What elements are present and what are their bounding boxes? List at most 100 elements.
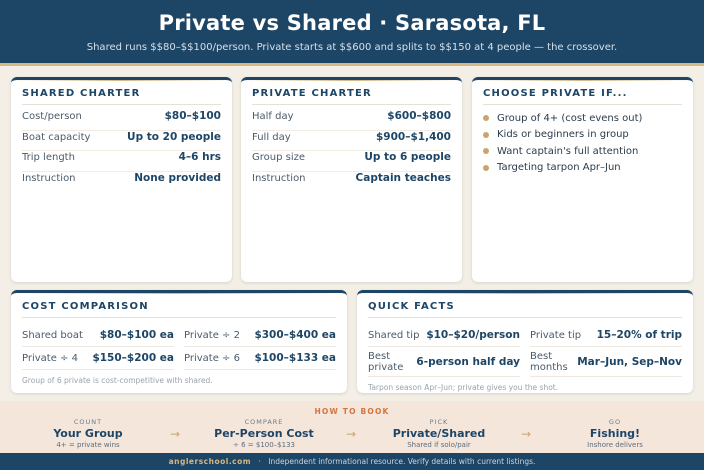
fact-cell: Best months Mar–Jun, Sep–Nov bbox=[530, 347, 682, 377]
card-title: PRIVATE CHARTER bbox=[252, 80, 451, 105]
step-note: 4+ = private wins bbox=[56, 441, 120, 449]
facts-note: Tarpon season Apr–Jun; private gives you… bbox=[368, 383, 559, 392]
cost-cell: Private ÷ 6 $100–$133 ea bbox=[184, 347, 336, 370]
cost-cell: Private ÷ 4 $150–$200 ea bbox=[22, 347, 174, 370]
cell-label: Private tip bbox=[530, 329, 582, 341]
row-label: Cost/person bbox=[22, 111, 82, 122]
cell-value: 15–20% of trip bbox=[596, 329, 682, 341]
info-row: Cost/person $80–$100 bbox=[22, 110, 221, 131]
step-compare: COMPARE Per-Person Cost ÷ 6 = $100–$133 bbox=[194, 418, 334, 449]
cost-comparison-card: COST COMPARISON Shared boat $80–$100 ea P… bbox=[11, 290, 347, 393]
step-label: Per-Person Cost bbox=[214, 427, 314, 440]
how-to-book-strip: HOW TO BOOK COUNT Your Group 4+ = privat… bbox=[0, 401, 704, 453]
cell-label: Best private bbox=[368, 350, 404, 373]
cell-value: 6-person half day bbox=[416, 355, 520, 368]
row-label: Instruction bbox=[252, 172, 306, 184]
step-caption: PICK bbox=[429, 418, 449, 426]
fact-cell: Shared tip $10–$20/person bbox=[368, 324, 520, 347]
cell-value: Mar–Jun, Sep–Nov bbox=[577, 355, 682, 368]
list-item-text: Want captain's full attention bbox=[497, 145, 639, 157]
quick-facts-card: QUICK FACTS Shared tip $10–$20/person Pri… bbox=[357, 290, 693, 393]
row-label: Instruction bbox=[22, 172, 76, 184]
step-note: ÷ 6 = $100–$133 bbox=[233, 441, 295, 449]
list-item-text: Kids or beginners in group bbox=[497, 129, 629, 141]
step-label: Private/Shared bbox=[392, 427, 486, 440]
cell-label: Private ÷ 2 bbox=[184, 329, 240, 341]
info-row: Group size Up to 6 people bbox=[252, 151, 451, 172]
row-label: Group size bbox=[252, 152, 306, 163]
cell-label: Private ÷ 4 bbox=[22, 352, 78, 364]
arrow-right-icon: → bbox=[346, 427, 357, 441]
info-row: Boat capacity Up to 20 people bbox=[22, 130, 221, 151]
cell-value: $150–$200 ea bbox=[92, 352, 174, 364]
list-item: Group of 4+ (cost evens out) bbox=[483, 110, 682, 127]
row-value: $900–$1,400 bbox=[376, 130, 451, 143]
cost-cell: Shared boat $80–$100 ea bbox=[22, 324, 174, 347]
row-value: Captain teaches bbox=[355, 171, 451, 184]
bullet-icon bbox=[483, 131, 489, 138]
list-item-text: Group of 4+ (cost evens out) bbox=[497, 112, 643, 124]
info-row: Full day $900–$1,400 bbox=[252, 130, 451, 151]
bullet-icon bbox=[483, 115, 489, 122]
list-item: Want captain's full attention bbox=[483, 143, 682, 160]
step-caption: COMPARE bbox=[244, 418, 284, 426]
cell-value: $300–$400 ea bbox=[254, 329, 336, 341]
card-title: QUICK FACTS bbox=[368, 293, 682, 318]
row-value: None provided bbox=[134, 171, 221, 184]
footer-separator: · bbox=[258, 457, 261, 466]
step-go: GO Fishing! Inshore delivers bbox=[545, 418, 685, 449]
card-title: CHOOSE PRIVATE IF... bbox=[483, 80, 682, 105]
cell-label: Shared tip bbox=[368, 329, 420, 341]
row-value: 4–6 hrs bbox=[178, 151, 221, 163]
page-footer: anglerschool.com · Independent informati… bbox=[0, 453, 704, 470]
info-row: Half day $600–$800 bbox=[252, 110, 451, 131]
row-label: Boat capacity bbox=[22, 131, 91, 143]
page-subtitle: Shared runs $$80–$$100/person. Private s… bbox=[86, 42, 618, 53]
row-label: Half day bbox=[252, 111, 294, 122]
row-value: $80–$100 bbox=[164, 110, 221, 122]
step-label: Fishing! bbox=[589, 427, 641, 440]
row-label: Trip length bbox=[22, 152, 75, 163]
cell-label: Private ÷ 6 bbox=[184, 352, 240, 364]
cell-value: $80–$100 ea bbox=[99, 329, 174, 341]
row-label: Full day bbox=[252, 131, 291, 143]
info-row: Trip length 4–6 hrs bbox=[22, 151, 221, 172]
choose-private-card: CHOOSE PRIVATE IF... Group of 4+ (cost e… bbox=[472, 77, 693, 282]
info-row: Instruction Captain teaches bbox=[252, 172, 451, 193]
footer-brand-link[interactable]: anglerschool.com bbox=[168, 457, 252, 466]
row-value: Up to 6 people bbox=[364, 151, 451, 163]
step-caption: COUNT bbox=[73, 418, 103, 426]
step-pick: PICK Private/Shared Shared if solo/pair bbox=[369, 418, 509, 449]
list-item: Kids or beginners in group bbox=[483, 127, 682, 144]
card-title: COST COMPARISON bbox=[22, 293, 336, 318]
row-value: $600–$800 bbox=[387, 110, 451, 122]
row-value: Up to 20 people bbox=[127, 130, 221, 143]
arrow-right-icon: → bbox=[521, 427, 532, 441]
private-charter-card: PRIVATE CHARTER Half day $600–$800 Full d… bbox=[241, 77, 462, 282]
cell-label: Best months bbox=[530, 350, 568, 373]
shared-charter-card: SHARED CHARTER Cost/person $80–$100 Boat … bbox=[11, 77, 232, 282]
bullet-icon bbox=[483, 148, 489, 155]
arrow-right-icon: → bbox=[170, 427, 181, 441]
step-note: Shared if solo/pair bbox=[407, 441, 471, 449]
cell-label: Shared boat bbox=[22, 329, 83, 341]
list-item-text: Targeting tarpon Apr–Jun bbox=[497, 162, 621, 174]
step-caption: GO bbox=[608, 418, 622, 426]
bullet-icon bbox=[483, 164, 489, 171]
how-to-book-title: HOW TO BOOK bbox=[314, 407, 390, 416]
fact-cell: Private tip 15–20% of trip bbox=[530, 324, 682, 347]
step-count: COUNT Your Group 4+ = private wins bbox=[18, 418, 158, 449]
list-item: Targeting tarpon Apr–Jun bbox=[483, 160, 682, 177]
cost-note: Group of 6 private is cost-competitive w… bbox=[22, 376, 213, 385]
cell-value: $100–$133 ea bbox=[254, 352, 336, 364]
cell-value: $10–$20/person bbox=[426, 329, 520, 341]
step-label: Your Group bbox=[53, 427, 123, 440]
info-row: Instruction None provided bbox=[22, 172, 221, 193]
footer-disclaimer: Independent informational resource. Veri… bbox=[268, 457, 536, 466]
cost-cell: Private ÷ 2 $300–$400 ea bbox=[184, 324, 336, 347]
fact-cell: Best private 6-person half day bbox=[368, 347, 520, 377]
card-title: SHARED CHARTER bbox=[22, 80, 221, 105]
page-header: Private vs Shared · Sarasota, FL Shared … bbox=[0, 0, 704, 66]
page-title: Private vs Shared · Sarasota, FL bbox=[158, 11, 546, 35]
step-note: Inshore delivers bbox=[587, 441, 643, 449]
